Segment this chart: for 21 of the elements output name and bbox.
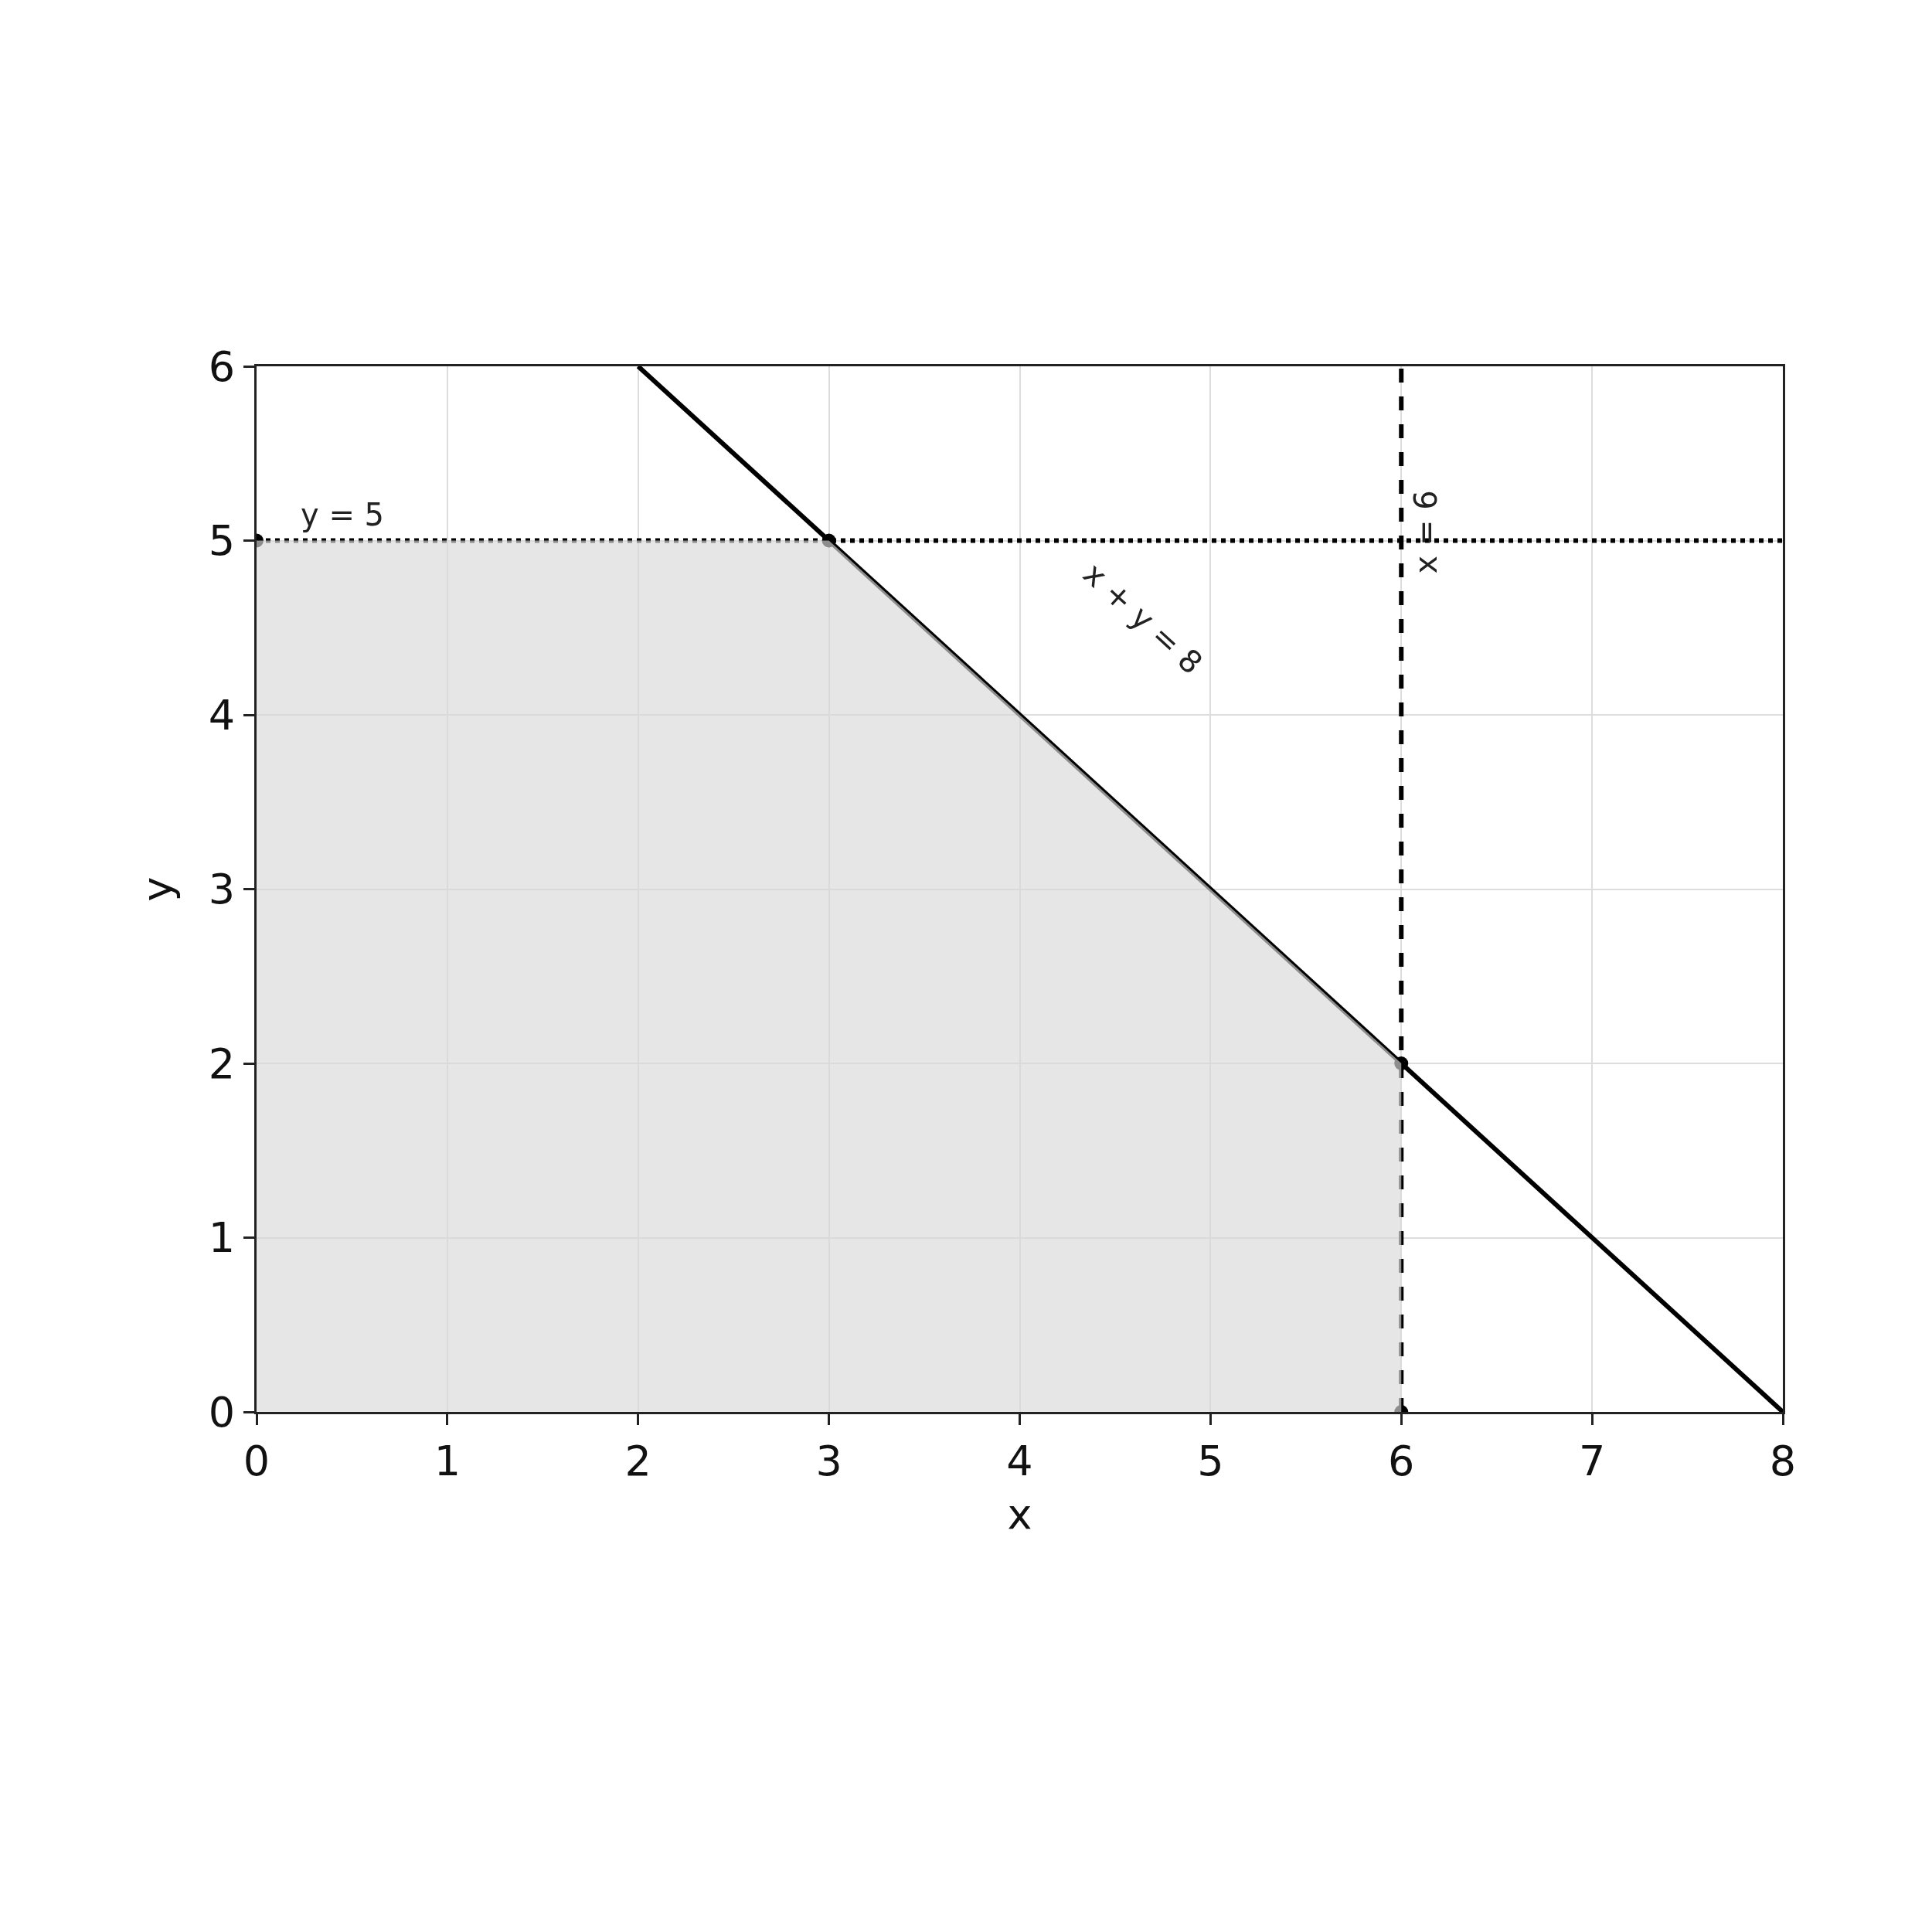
annotation: x = 6: [1408, 490, 1444, 574]
x-tick-label: 7: [1578, 1436, 1606, 1485]
x-tick-label: 0: [243, 1436, 270, 1485]
x-tick-label: 4: [1006, 1436, 1033, 1485]
x-tick-label: 5: [1197, 1436, 1224, 1485]
x-axis-title: x: [1007, 1490, 1032, 1539]
y-tick-label: 4: [208, 690, 236, 740]
annotation: y = 5: [301, 497, 385, 532]
y-tick-label: 5: [208, 516, 236, 566]
x-tick-label: 2: [624, 1436, 651, 1485]
annotation: x + y = 8: [1077, 555, 1210, 682]
y-tick-label: 0: [208, 1387, 236, 1437]
y-tick-label: 6: [208, 342, 236, 391]
y-axis-title: y: [133, 876, 182, 902]
y-tick-label: 2: [208, 1039, 236, 1088]
x-tick-label: 6: [1388, 1436, 1415, 1485]
x-tick-label: 1: [434, 1436, 461, 1485]
y-tick-label: 3: [208, 865, 236, 914]
y-tick-label: 1: [208, 1213, 236, 1263]
x-tick-label: 8: [1769, 1436, 1797, 1485]
x-tick-label: 3: [815, 1436, 842, 1485]
